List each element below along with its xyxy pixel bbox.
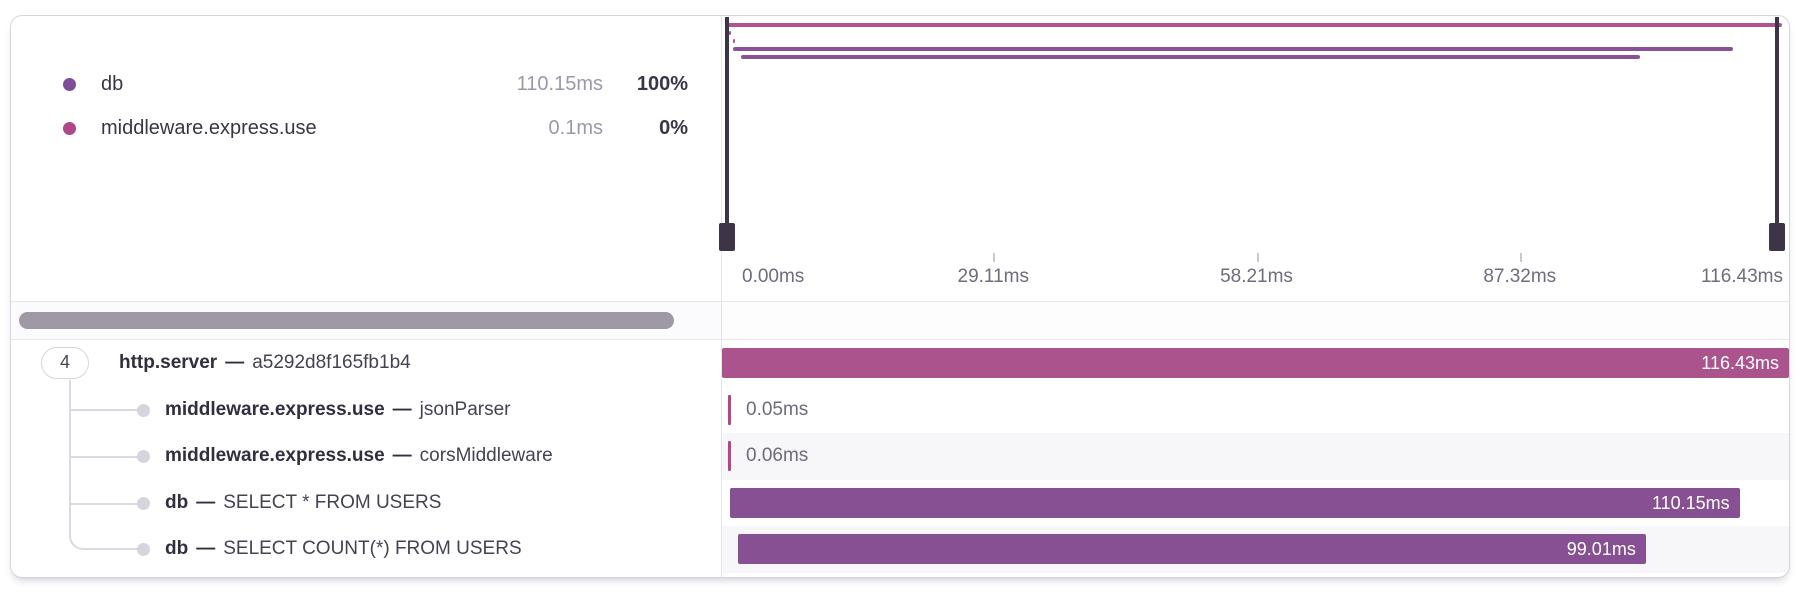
- span-row-jsonparser[interactable]: middleware.express.use — jsonParser: [11, 387, 721, 434]
- timeline-axis: 0.00ms 29.11ms 58.21ms 87.32ms 116.43ms: [722, 253, 1789, 301]
- minimap-span-mark: [733, 39, 736, 43]
- span-duration-label: 0.06ms: [746, 445, 809, 466]
- span-bar-select-count-users[interactable]: 99.01ms: [738, 534, 1646, 564]
- timeline-minimap[interactable]: [719, 16, 1789, 253]
- minimap-span-mark: [733, 47, 1734, 51]
- brush-right-line: [1775, 17, 1779, 223]
- span-bar-select-users[interactable]: 110.15ms: [730, 487, 1740, 518]
- span-bar-corsmiddleware[interactable]: [728, 441, 731, 471]
- minimap-plot: [719, 16, 1785, 253]
- span-tree: 4 http.server — a5292d8f165fb1b4 middlew…: [11, 340, 721, 577]
- axis-tick: [993, 253, 996, 262]
- waterfall-row-select-users[interactable]: 110.15ms: [722, 480, 1789, 527]
- axis-tick-label: 0.00ms: [742, 266, 805, 287]
- legend-percent: 100%: [636, 73, 688, 95]
- axis-tick: [1519, 253, 1522, 262]
- legend-item-middleware[interactable]: middleware.express.use 0.1ms 0%: [11, 106, 721, 150]
- waterfall-row-select-count-users[interactable]: 99.01ms: [722, 526, 1789, 573]
- brush-right-handle[interactable]: [1769, 223, 1785, 251]
- axis-tick-label: 87.32ms: [1483, 266, 1557, 287]
- span-row-http-server[interactable]: 4 http.server — a5292d8f165fb1b4: [11, 340, 721, 387]
- axis-tick-label: 116.43ms: [1700, 266, 1783, 287]
- horizontal-scrollbar-track: [11, 301, 721, 340]
- axis-tick: [1256, 253, 1259, 262]
- span-row-select-count-users[interactable]: db — SELECT COUNT(*) FROM USERS: [11, 526, 721, 573]
- legend-duration: 0.1ms: [548, 117, 603, 139]
- timeline-scroll-spacer: [722, 301, 1789, 340]
- minimap-span-mark: [741, 55, 1641, 59]
- legend-duration: 110.15ms: [516, 73, 603, 95]
- legend-percent: 0%: [659, 117, 688, 139]
- span-row-select-users[interactable]: db — SELECT * FROM USERS: [11, 480, 721, 527]
- span-title: http.server — a5292d8f165fb1b4: [119, 352, 411, 374]
- waterfall-row-corsmiddleware[interactable]: 0.06ms: [722, 433, 1789, 480]
- span-duration-label: 116.43ms: [1701, 353, 1779, 373]
- span-duration-label: 110.15ms: [1651, 492, 1730, 513]
- axis-tick-label: 29.11ms: [957, 266, 1029, 287]
- trace-waterfall-card: db 110.15ms 100% middleware.express.use …: [10, 15, 1790, 578]
- span-list-panel: db 110.15ms 100% middleware.express.use …: [11, 16, 722, 577]
- span-title: middleware.express.use — jsonParser: [165, 398, 511, 420]
- span-bar-http-server[interactable]: 116.43ms: [722, 348, 1789, 378]
- timeline-panel: 0.00ms 29.11ms 58.21ms 87.32ms 116.43ms …: [719, 16, 1789, 577]
- span-bar-jsonparser[interactable]: [728, 394, 731, 425]
- child-count-badge[interactable]: 4: [41, 347, 89, 379]
- waterfall-row-http-server[interactable]: 116.43ms: [722, 340, 1789, 387]
- waterfall-row-jsonparser[interactable]: 0.05ms: [722, 387, 1789, 434]
- legend-label: middleware.express.use: [101, 117, 317, 139]
- span-title: db — SELECT COUNT(*) FROM USERS: [165, 538, 522, 560]
- span-row-corsmiddleware[interactable]: middleware.express.use — corsMiddleware: [11, 433, 721, 480]
- span-title: db — SELECT * FROM USERS: [165, 491, 442, 513]
- legend-dot-db: [63, 77, 76, 91]
- brush-left-line: [725, 17, 729, 223]
- minimap-span-mark: [729, 31, 732, 35]
- legend-label: db: [101, 73, 124, 95]
- axis-tick-label: 58.21ms: [1220, 266, 1293, 287]
- span-duration-label: 99.01ms: [1566, 539, 1636, 559]
- legend-item-db[interactable]: db 110.15ms 100%: [11, 62, 721, 106]
- waterfall-rows: 116.43ms 0.05ms 0.06ms 110.15ms: [722, 340, 1789, 577]
- brush-left-handle[interactable]: [719, 223, 735, 251]
- legend: db 110.15ms 100% middleware.express.use …: [11, 16, 721, 301]
- timeline-axis-scale: 0.00ms 29.11ms 58.21ms 87.32ms 116.43ms: [730, 253, 1783, 301]
- horizontal-scrollbar-thumb[interactable]: [19, 312, 674, 329]
- span-title: middleware.express.use — corsMiddleware: [165, 445, 553, 467]
- span-duration-label: 0.05ms: [746, 398, 809, 420]
- legend-dot-middleware: [63, 121, 76, 135]
- minimap-span-mark: [725, 23, 1782, 27]
